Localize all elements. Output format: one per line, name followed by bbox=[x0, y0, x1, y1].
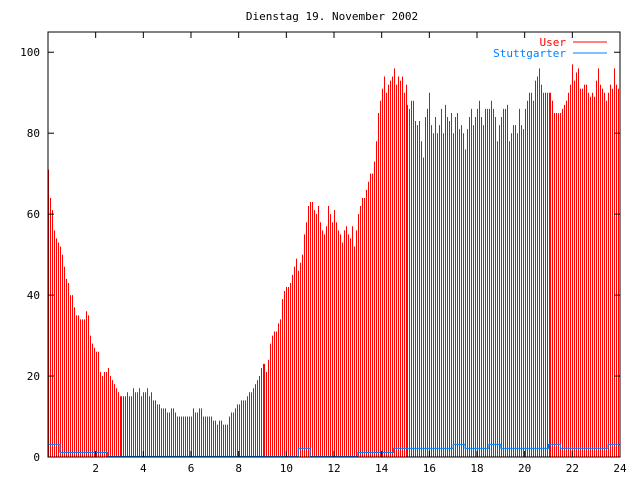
x-tick-label: 14 bbox=[375, 462, 389, 475]
legend-label-user: User bbox=[540, 36, 567, 49]
y-tick-label: 40 bbox=[27, 289, 40, 302]
x-tick-label: 8 bbox=[235, 462, 242, 475]
legend: User Stuttgarter bbox=[493, 36, 607, 60]
y-tick-label: 100 bbox=[20, 46, 40, 59]
plot-frame bbox=[47, 31, 621, 458]
x-tick-label: 20 bbox=[518, 462, 531, 475]
y-tick-label: 0 bbox=[33, 451, 40, 464]
user-bars bbox=[48, 64, 619, 457]
x-tick-label: 24 bbox=[613, 462, 627, 475]
x-tick-label: 12 bbox=[327, 462, 340, 475]
x-tick-label: 16 bbox=[423, 462, 436, 475]
legend-label-stuttgarter: Stuttgarter bbox=[493, 47, 566, 60]
x-tick-label: 10 bbox=[280, 462, 293, 475]
x-tick-label: 6 bbox=[188, 462, 195, 475]
x-tick-label: 2 bbox=[92, 462, 99, 475]
y-tick-label: 60 bbox=[27, 208, 40, 221]
y-tick-label: 80 bbox=[27, 127, 40, 140]
chart-title: Dienstag 19. November 2002 bbox=[246, 10, 418, 23]
x-tick-label: 18 bbox=[470, 462, 483, 475]
x-tick-label: 4 bbox=[140, 462, 147, 475]
y-tick-label: 20 bbox=[27, 370, 40, 383]
x-tick-label: 22 bbox=[566, 462, 579, 475]
